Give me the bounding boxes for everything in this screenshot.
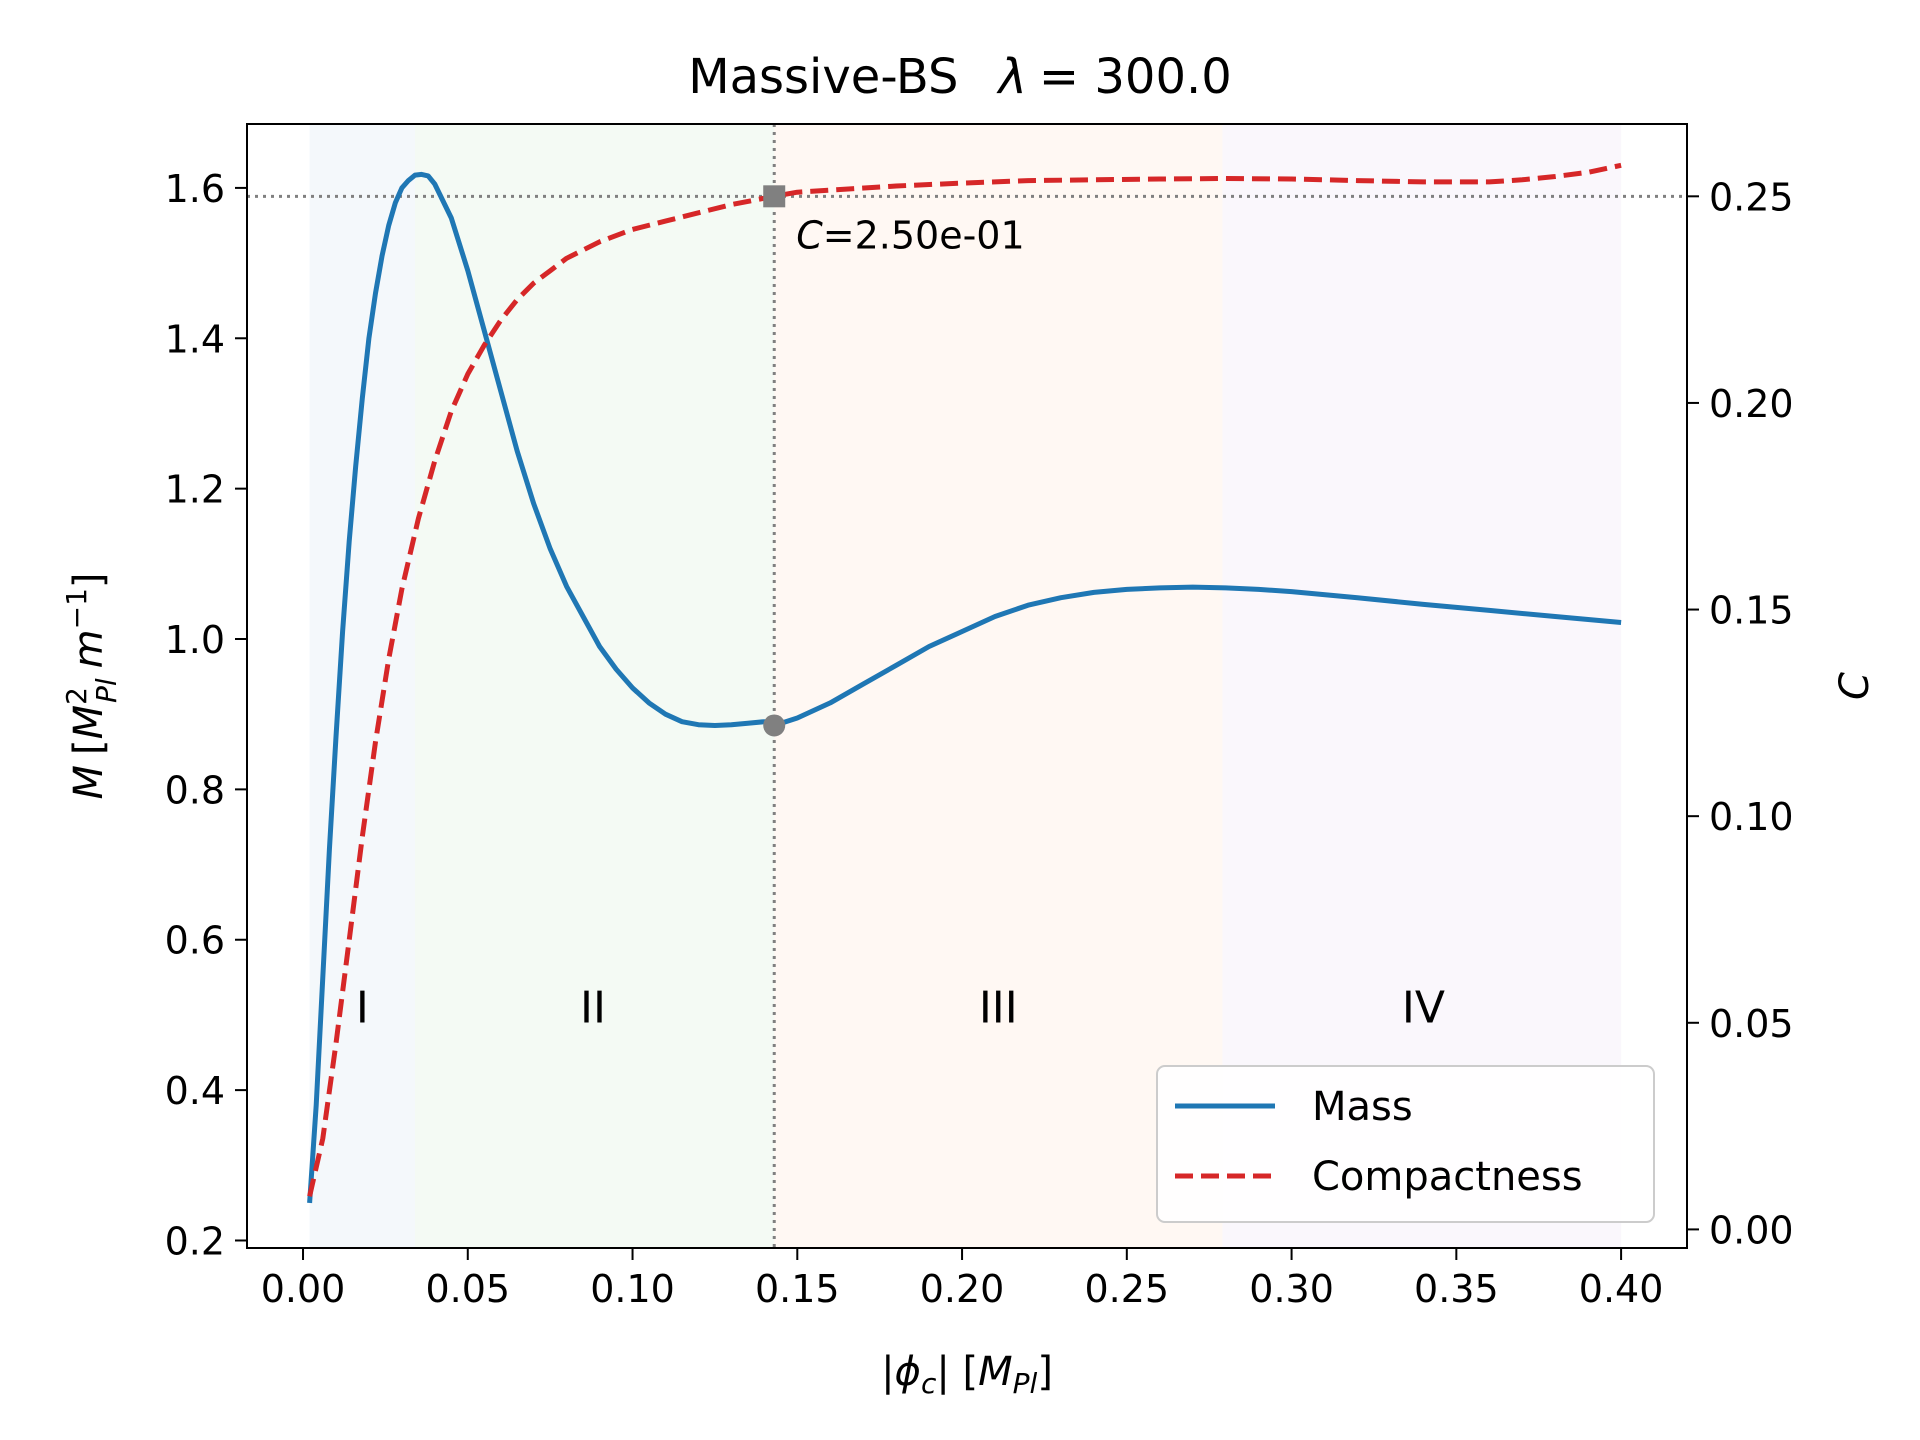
plot-frame: [246, 123, 1688, 1249]
x-tick-label: 0.40: [1579, 1267, 1664, 1311]
x-tick-label: 0.35: [1414, 1267, 1499, 1311]
left-y-tick-label: 1.0: [165, 618, 225, 662]
annotation-symbol: C: [796, 213, 823, 257]
region-label-1: I: [356, 982, 369, 1033]
right-y-axis-ticks: 0.00 0.05 0.10 0.15 0.20 0.25: [1687, 175, 1794, 1252]
left-y-tick-label: 0.8: [165, 768, 225, 812]
compactness-annotation: C=2.50e-01: [796, 213, 1024, 257]
y-left-symbol: M: [66, 765, 112, 800]
legend: Mass Compactness: [1156, 1065, 1655, 1223]
left-y-tick-label: 0.6: [165, 919, 225, 963]
region-label-2: II: [580, 982, 606, 1033]
x-label-symbol: ϕ: [895, 1349, 921, 1395]
mass-minimum-marker: [763, 714, 786, 737]
y-left-unit-sup: 2: [60, 687, 93, 705]
x-axis-ticks: 0.00 0.05 0.10 0.15 0.20 0.25 0.30 0.35 0.40: [261, 1248, 1664, 1311]
chart-title: Massive-BS λ = 300.0: [688, 49, 1232, 105]
region-bands: [309, 124, 1622, 1248]
compactness-marker: [763, 185, 786, 208]
left-y-tick-label: 1.4: [165, 317, 225, 361]
region-label-3: III: [979, 982, 1018, 1033]
y-left-unit-sub: Pl: [90, 678, 123, 703]
x-tick-label: 0.10: [590, 1267, 675, 1311]
x-tick-label: 0.05: [425, 1267, 510, 1311]
x-label-close: ]: [1037, 1349, 1053, 1395]
title-main: Massive-BS: [688, 49, 958, 105]
series-lines: [307, 162, 1622, 1204]
y-left-close: ]: [66, 573, 112, 589]
left-y-tick-label: 1.6: [165, 167, 225, 211]
y-left-m-sup: −1: [60, 588, 93, 629]
region-band-1: [309, 124, 416, 1248]
x-tick-label: 0.15: [755, 1267, 840, 1311]
region-band-2: [415, 124, 775, 1248]
x-tick-label: 0.30: [1249, 1267, 1334, 1311]
region-band-3: [774, 124, 1223, 1248]
legend-compactness-label: Compactness: [1312, 1154, 1583, 1200]
left-y-tick-label: 0.4: [165, 1069, 225, 1113]
title-lambda-symbol: λ: [995, 49, 1026, 105]
right-y-tick-label: 0.05: [1709, 1002, 1794, 1046]
x-label-unit-sub: Pl: [1013, 1367, 1038, 1400]
right-y-tick-label: 0.15: [1709, 589, 1794, 633]
reference-lines: [247, 124, 1687, 1248]
y-left-unit: M: [66, 705, 112, 740]
x-tick-label: 0.25: [1085, 1267, 1170, 1311]
region-band-4: [1222, 124, 1622, 1248]
legend-box: [1156, 1065, 1655, 1223]
instability-markers: [763, 185, 786, 737]
y-left-m: m: [66, 629, 112, 668]
region-label-4: IV: [1402, 982, 1445, 1033]
x-axis-label: |ϕc| [MPl]: [881, 1349, 1053, 1400]
series-line-compactness: [307, 162, 1622, 1197]
x-label-suffix: | [: [936, 1349, 978, 1395]
right-y-tick-label: 0.10: [1709, 795, 1794, 839]
annotation-value: =2.50e-01: [823, 213, 1025, 257]
left-y-axis-label: M[M2Plm−1]: [60, 573, 123, 800]
y-left-open: [: [66, 739, 112, 755]
x-label-sub: c: [921, 1367, 937, 1400]
right-y-tick-label: 0.20: [1709, 382, 1794, 426]
left-y-tick-label: 1.2: [165, 468, 225, 512]
x-label-prefix: |: [881, 1349, 894, 1395]
right-y-tick-label: 0.25: [1709, 175, 1794, 219]
x-tick-label: 0.20: [920, 1267, 1005, 1311]
x-tick-label: 0.00: [261, 1267, 346, 1311]
left-y-axis-ticks: 0.2 0.4 0.6 0.8 1.0 1.2 1.4 1.6: [165, 167, 247, 1263]
legend-mass-label: Mass: [1312, 1084, 1413, 1130]
title-lambda-value: = 300.0: [1039, 49, 1232, 105]
right-y-tick-label: 0.00: [1709, 1208, 1794, 1252]
region-labels: I II III IV: [356, 982, 1445, 1033]
left-y-tick-label: 0.2: [165, 1219, 225, 1263]
right-y-axis-label: C: [1832, 672, 1878, 700]
series-line-mass: [307, 171, 1622, 1204]
x-label-unit: M: [978, 1349, 1013, 1395]
